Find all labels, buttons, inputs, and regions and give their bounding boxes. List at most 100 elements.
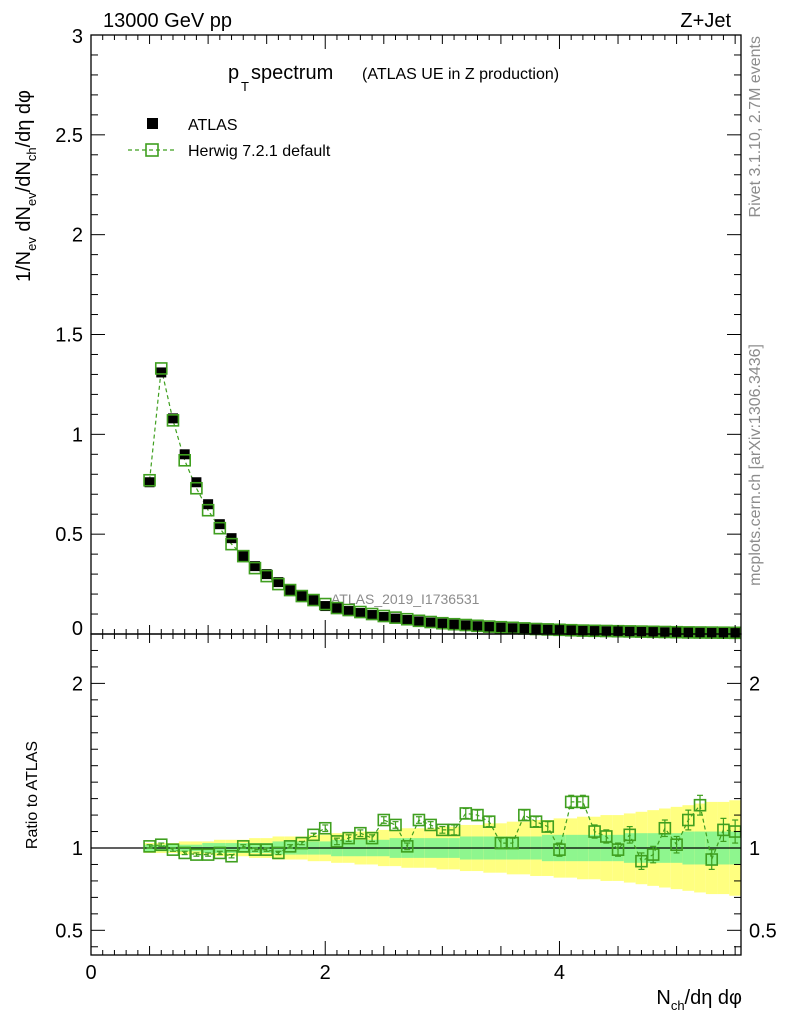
atlas-point [413, 616, 424, 627]
main-y-tick-label: 2.5 [55, 125, 83, 147]
plot-title: p T spectrum (ATLAS UE in Z production) [228, 62, 559, 94]
herwig-ratio-point [693, 798, 707, 812]
herwig-point [178, 453, 191, 467]
herwig-ratio-point [541, 820, 555, 833]
atlas-point [320, 601, 331, 612]
ratio-y-tick-label: 1 [72, 838, 83, 860]
ratio-panel-marks [143, 794, 742, 871]
main-y-tick-label: 3 [72, 26, 83, 48]
energy-label: 13000 GeV pp [103, 10, 232, 32]
herwig-point [201, 503, 215, 517]
atlas-point [273, 577, 284, 588]
x-tick-label: 4 [554, 962, 565, 984]
atlas-point [167, 413, 178, 424]
title-note: (ATLAS UE in Z production) [362, 66, 559, 83]
atlas-point [214, 519, 225, 530]
ratio-y-tick-label: 0.5 [55, 920, 83, 942]
ylabel-part-0: 1/N [13, 251, 35, 282]
mcplots-label: mcplots.cern.ch [arXiv:1306.3436] [747, 344, 764, 586]
atlas-point [484, 622, 495, 633]
herwig-ratio-point [482, 815, 496, 828]
herwig-ratio-point [576, 795, 590, 809]
atlas-point [390, 613, 401, 624]
ylabel-part-1: ev [24, 237, 39, 251]
ratio-y-tick-label-right: 0.5 [749, 920, 777, 942]
herwig-ratio-point [365, 831, 379, 845]
herwig-point [213, 521, 227, 535]
ratio-y-tick-label-right: 1 [749, 838, 760, 860]
herwig-ratio-point [447, 823, 461, 837]
axes: 0 2 400.511.522.530.5 0.51 12 2 [55, 26, 777, 984]
atlas-point [296, 591, 307, 602]
legend-herwig-marker [145, 143, 159, 157]
atlas-point [238, 551, 249, 562]
herwig-ratio-point [600, 830, 613, 843]
herwig-ratio-point [506, 836, 519, 850]
herwig-ratio-point [670, 838, 683, 852]
main-ylabel: 1/Nev dNev/dNch/dη dφ [13, 90, 39, 282]
herwig-point [248, 561, 262, 575]
ylabel-part-2: dN [13, 206, 35, 237]
ylabel-part-5: ch [24, 147, 39, 161]
atlas-point [355, 608, 366, 619]
xlabel-part-1: ch [671, 998, 685, 1013]
atlas-point [402, 615, 413, 626]
title-rest: spectrum [251, 62, 333, 84]
ratio-ylabel: Ratio to ATLAS [24, 741, 41, 849]
atlas-point [378, 612, 389, 623]
analysis-watermark: ATLAS_2019_I1736531 [331, 591, 480, 607]
legend: ATLAS Herwig 7.2.1 default [128, 117, 331, 160]
herwig-ratio-point [705, 853, 719, 866]
ylabel-part-3: ev [24, 192, 39, 206]
main-y-tick-label: 1 [72, 424, 83, 446]
atlas-point [261, 569, 272, 580]
ratio-y-tick-label-right: 2 [749, 673, 760, 695]
atlas-point [156, 367, 167, 378]
main-y-tick-label: 1.5 [55, 325, 83, 347]
herwig-ratio-point [658, 821, 672, 835]
ylabel-part-4: /dN [13, 161, 35, 192]
atlas-point [519, 623, 530, 634]
atlas-point [367, 610, 378, 621]
title-subscript: T [241, 79, 249, 94]
herwig-point [190, 481, 203, 495]
herwig-ratio-point [681, 813, 695, 827]
atlas-point [285, 585, 296, 596]
ratio-y-tick-label: 2 [72, 673, 83, 695]
atlas-point [331, 603, 342, 614]
main-y-tick-label: 0.5 [55, 524, 83, 546]
herwig-ratio-point [389, 818, 402, 832]
title-main: p [228, 62, 239, 84]
herwig-ratio-point [646, 848, 660, 861]
atlas-point [437, 618, 448, 629]
x-tick-label: 2 [320, 962, 331, 984]
herwig-ratio-point [225, 849, 238, 863]
herwig-point [143, 473, 156, 487]
atlas-point [249, 561, 260, 572]
x-tick-label: 0 [85, 962, 96, 984]
herwig-point [236, 549, 250, 563]
atlas-point [425, 617, 436, 628]
atlas-point [507, 623, 518, 634]
x-axis-label: Nch/dη dφ [656, 987, 742, 1013]
herwig-point [260, 569, 273, 583]
herwig-ratio-point [318, 821, 332, 835]
process-label: Z+Jet [680, 10, 731, 32]
ratio-frame [90, 633, 742, 956]
herwig-point [154, 362, 168, 375]
herwig-ratio-point [295, 836, 309, 850]
atlas-point [343, 606, 354, 617]
herwig-point [225, 537, 238, 551]
legend-atlas-label: ATLAS [188, 117, 238, 134]
legend-atlas-marker [147, 118, 158, 129]
atlas-point [144, 477, 155, 488]
herwig-ratio-point [623, 828, 637, 842]
xlabel-part-0: N [656, 987, 670, 1009]
herwig-ratio-point [400, 840, 414, 853]
herwig-ratio-point [518, 808, 531, 822]
ylabel-part-6: /dη dφ [13, 90, 35, 147]
herwig-ratio-point [307, 828, 320, 842]
rivet-label: Rivet 3.1.10, 2.7M events [747, 36, 764, 217]
herwig-ratio-point [553, 843, 566, 856]
